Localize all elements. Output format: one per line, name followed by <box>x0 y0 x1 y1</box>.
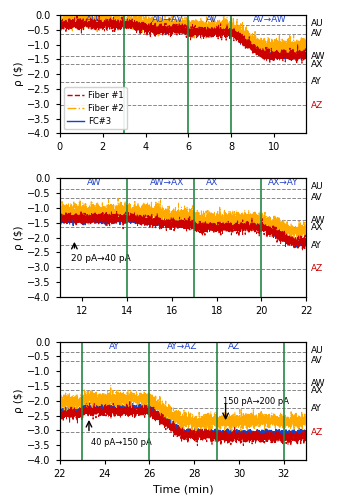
X-axis label: Time (min): Time (min) <box>153 484 213 494</box>
Text: AU→AV: AU→AV <box>152 15 184 24</box>
Text: AV→AW: AV→AW <box>253 15 286 24</box>
Text: AX→AY: AX→AY <box>268 178 298 188</box>
Legend: Fiber #1, Fiber #2, FC#3: Fiber #1, Fiber #2, FC#3 <box>64 87 127 129</box>
Text: AV: AV <box>206 15 217 24</box>
Text: AZ: AZ <box>228 342 240 350</box>
Text: 20 pA→40 pA: 20 pA→40 pA <box>71 254 131 263</box>
Text: 40 pA→150 pA: 40 pA→150 pA <box>91 438 152 447</box>
Text: AU: AU <box>86 15 98 24</box>
Text: AY: AY <box>109 342 120 350</box>
Text: 150 pA→200 pA: 150 pA→200 pA <box>224 398 289 406</box>
Text: AW→AX: AW→AX <box>150 178 184 188</box>
Y-axis label: ρ ($): ρ ($) <box>14 226 24 250</box>
Text: AY→AZ: AY→AZ <box>167 342 198 350</box>
Y-axis label: ρ ($): ρ ($) <box>14 388 24 413</box>
Y-axis label: ρ ($): ρ ($) <box>14 62 24 86</box>
Text: AX: AX <box>206 178 218 188</box>
Text: AW: AW <box>87 178 101 188</box>
